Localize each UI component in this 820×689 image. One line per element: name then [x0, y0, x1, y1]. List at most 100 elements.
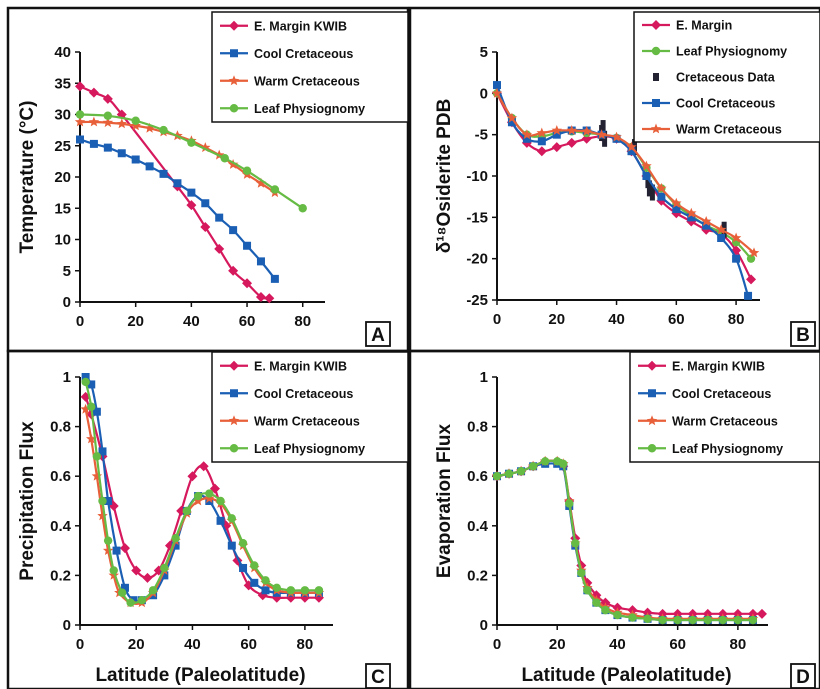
legend-label: Cretaceous Data: [676, 71, 776, 85]
data-point: [186, 200, 197, 211]
legend-label: Leaf Physiognomy: [676, 45, 787, 59]
data-point: [201, 199, 210, 208]
data-point: [159, 125, 168, 135]
data-point: [658, 615, 667, 625]
legend: E. Margin Leaf Physiognomy Cretaceous Data…: [633, 11, 820, 143]
y-axis-label: Precipitation Flux: [17, 421, 38, 581]
data-point: [686, 207, 697, 218]
y-tick-label: -20: [466, 251, 488, 268]
y-tick-label: -10: [466, 168, 488, 185]
data-point: [756, 608, 767, 619]
data-point: [80, 403, 91, 414]
data-point: [256, 257, 265, 266]
legend-label: Cool Cretaceous: [676, 97, 775, 111]
data-point: [702, 221, 711, 230]
legend-label: Warm Cretaceous: [254, 414, 360, 428]
data-point: [250, 561, 259, 570]
legend-marker: [229, 20, 239, 31]
y-tick-label: 0.8: [467, 419, 488, 436]
data-point: [92, 452, 102, 461]
legend-label: Cool Cretaceous: [254, 387, 353, 401]
data-point: [131, 565, 142, 576]
data-point: [205, 497, 214, 505]
legend-label: E. Margin: [676, 19, 732, 33]
data-point: [298, 204, 307, 213]
data-point: [641, 160, 652, 171]
data-point: [748, 247, 760, 258]
legend-marker: [653, 73, 659, 81]
series-line: [496, 459, 753, 620]
data-point: [75, 81, 85, 92]
y-tick-label: 0: [480, 617, 488, 634]
x-tick-label: 60: [669, 636, 686, 653]
data-point: [227, 541, 236, 550]
data-point: [521, 129, 533, 140]
data-point: [733, 615, 743, 625]
data-point: [746, 254, 756, 263]
x-axis-label: Latitude (Paleolatitude): [95, 665, 305, 686]
data-point: [552, 130, 561, 139]
data-point: [220, 154, 229, 163]
x-tick-label: 20: [127, 313, 144, 330]
x-tick-label: 80: [730, 636, 747, 653]
data-point: [173, 179, 182, 188]
data-point: [97, 510, 108, 521]
panel-letter: A: [371, 325, 385, 346]
data-point: [264, 293, 275, 304]
x-tick-label: 80: [297, 636, 314, 653]
data-point: [540, 457, 550, 466]
data-point: [687, 213, 696, 222]
data-point: [314, 586, 324, 595]
data-point: [627, 147, 636, 156]
data-point: [160, 571, 169, 580]
y-tick-label: 0.4: [50, 518, 72, 535]
data-point: [703, 615, 712, 625]
legend-box: [211, 11, 409, 123]
panel-letter-box: [365, 663, 391, 689]
y-axis-label: Temperature (°C): [17, 101, 38, 254]
data-point: [171, 534, 180, 543]
data-point: [86, 433, 97, 444]
series-line: [496, 461, 753, 622]
data-point: [492, 472, 502, 481]
series-e-margin-kwib: [75, 81, 275, 304]
data-point: [216, 516, 225, 525]
data-point: [744, 291, 753, 300]
data-point: [270, 185, 280, 194]
data-point: [205, 489, 214, 498]
data-point: [559, 459, 568, 468]
panel-B: 0 20 40 60 80 5 0 -5 -10 -15 -20 -25 δ¹⁸Osiderite PD…: [434, 11, 820, 347]
data-point: [148, 586, 158, 595]
x-tick-label: 0: [76, 636, 84, 653]
data-point: [81, 373, 90, 381]
x-tick-label: 60: [239, 313, 256, 330]
legend-label: Cool Cretaceous: [254, 47, 353, 61]
data-point: [730, 232, 742, 243]
legend-marker: [229, 444, 239, 453]
legend-marker: [652, 99, 660, 107]
data-point: [261, 586, 270, 595]
data-point: [187, 188, 196, 197]
data-point: [103, 536, 113, 545]
data-point: [491, 87, 503, 98]
data-point: [566, 137, 577, 148]
legend-marker: [647, 444, 657, 453]
y-tick-label: 30: [54, 107, 71, 124]
data-point: [200, 222, 211, 232]
panel-A: 0 20 40 60 80 0 5 10 15 20 25 30 35 40 Temperature (°C…: [17, 11, 409, 347]
data-point: [504, 469, 514, 478]
data-point: [746, 274, 757, 285]
data-point: [76, 135, 84, 144]
data-point: [87, 380, 96, 389]
legend-label: Warm Cretaceous: [254, 74, 360, 88]
x-tick-label: 60: [668, 311, 685, 328]
y-tick-label: 0.4: [467, 518, 489, 535]
data-point: [74, 116, 86, 127]
data-point: [536, 127, 548, 138]
y-axis-label: δ¹⁸Osiderite PDB: [434, 99, 455, 254]
data-point: [98, 496, 107, 506]
series-e-margin-kwib: [80, 391, 324, 603]
data-point: [673, 615, 682, 625]
data-point: [200, 142, 211, 153]
